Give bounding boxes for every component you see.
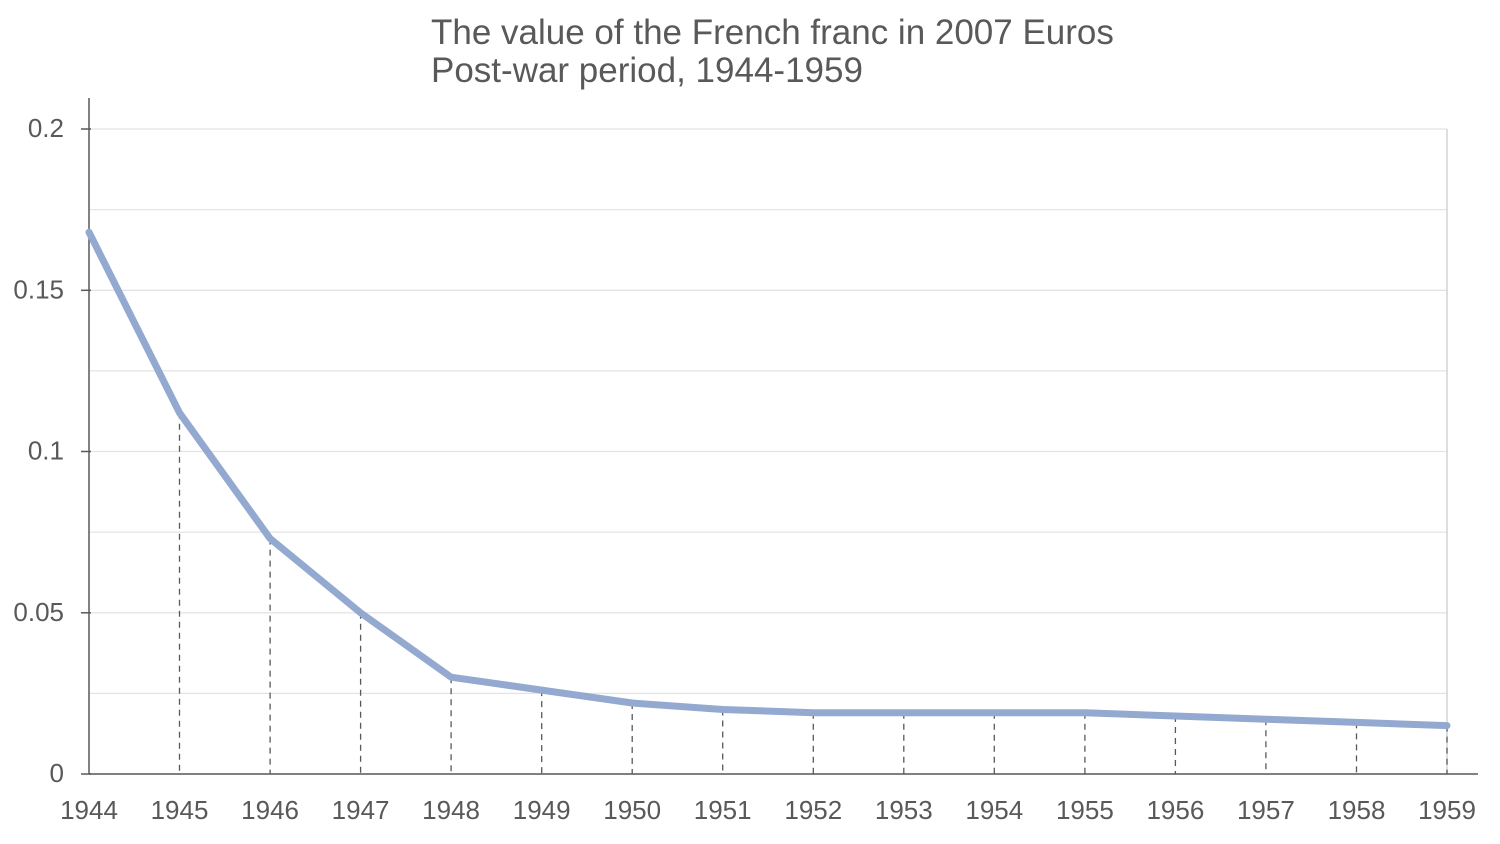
svg-text:0: 0 [50, 758, 64, 788]
svg-text:1953: 1953 [875, 795, 933, 825]
svg-text:1951: 1951 [694, 795, 752, 825]
svg-text:1946: 1946 [241, 795, 299, 825]
svg-text:1945: 1945 [151, 795, 209, 825]
svg-text:1958: 1958 [1328, 795, 1386, 825]
svg-text:1957: 1957 [1237, 795, 1295, 825]
svg-text:1959: 1959 [1418, 795, 1476, 825]
svg-text:0.2: 0.2 [28, 113, 64, 143]
svg-text:1955: 1955 [1056, 795, 1114, 825]
svg-text:1954: 1954 [965, 795, 1023, 825]
svg-text:0.1: 0.1 [28, 436, 64, 466]
svg-text:1948: 1948 [422, 795, 480, 825]
svg-text:1947: 1947 [332, 795, 390, 825]
svg-text:1944: 1944 [60, 795, 118, 825]
svg-text:1952: 1952 [784, 795, 842, 825]
svg-text:1949: 1949 [513, 795, 571, 825]
svg-text:1950: 1950 [603, 795, 661, 825]
svg-text:0.15: 0.15 [13, 274, 64, 304]
svg-text:0.05: 0.05 [13, 597, 64, 627]
svg-text:1956: 1956 [1146, 795, 1204, 825]
